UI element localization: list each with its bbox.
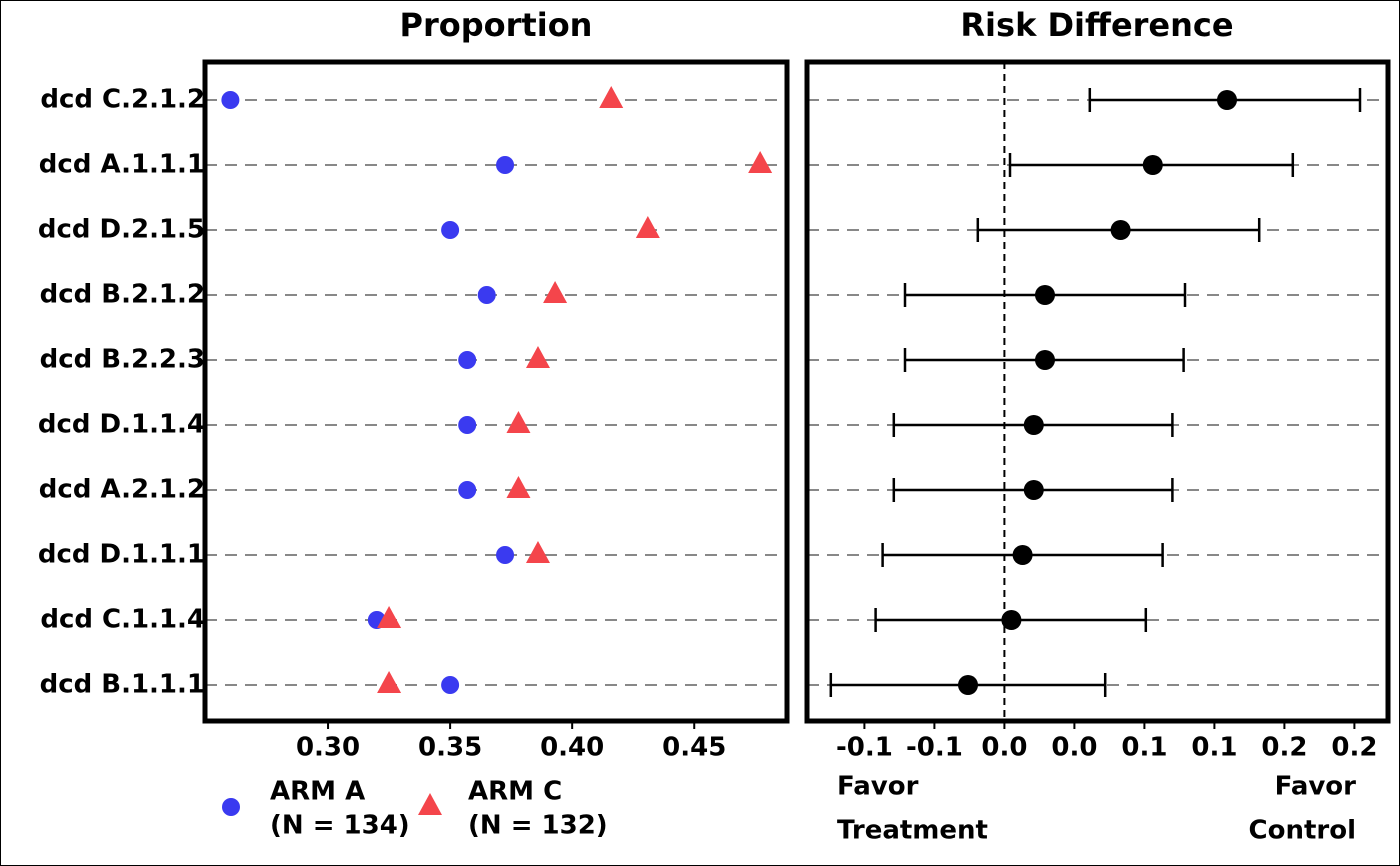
point-estimate (1142, 155, 1163, 175)
legend-label: (N = 132) (468, 811, 608, 841)
y-tick-label: dcd D.1.1.1 (38, 540, 205, 570)
y-tick-label: dcd C.1.1.4 (40, 605, 205, 635)
x-tick-label: 0.0 (981, 733, 1027, 763)
point-estimate (1035, 285, 1055, 305)
y-tick-label: dcd A.1.1.1 (39, 150, 205, 180)
x-tick-label: 0.2 (1331, 733, 1377, 763)
triangle-marker (525, 541, 550, 563)
triangle-marker (506, 411, 531, 433)
legend-marker (222, 798, 240, 816)
x-tick-label: 0.2 (1261, 733, 1307, 763)
point-estimate (1217, 90, 1237, 110)
panel-frame (804, 59, 1391, 724)
triangle-marker (377, 671, 402, 693)
y-tick-label: dcd D.2.1.5 (38, 215, 205, 245)
circle-marker (496, 546, 515, 564)
triangle-marker (525, 346, 550, 368)
y-tick-label: dcd D.1.1.4 (38, 410, 205, 440)
legend-marker (418, 793, 442, 815)
circle-marker (496, 156, 515, 174)
y-tick-label: dcd B.2.1.2 (40, 280, 205, 310)
point-estimate (958, 675, 978, 695)
circle-marker (458, 416, 477, 434)
annotation: Favor (837, 772, 919, 802)
point-estimate (1110, 220, 1131, 240)
x-tick-label: 0.1 (1121, 733, 1167, 763)
x-tick-label: -0.1 (836, 733, 893, 763)
annotation: Favor (1275, 772, 1357, 802)
circle-marker (221, 91, 240, 109)
triangle-marker (506, 476, 531, 498)
x-tick-label: 0.40 (540, 733, 604, 763)
x-tick-label: 0.1 (1191, 733, 1237, 763)
circle-marker (441, 221, 460, 239)
point-estimate (1012, 545, 1033, 565)
point-estimate (1001, 610, 1022, 630)
circle-marker (477, 286, 496, 304)
triangle-marker (748, 151, 773, 173)
point-estimate (1023, 480, 1044, 500)
y-tick-label: dcd B.2.2.3 (40, 345, 205, 375)
point-estimate (1035, 350, 1055, 370)
circle-marker (458, 481, 477, 499)
annotation: Treatment (837, 816, 988, 846)
right-title: Risk Difference (960, 6, 1233, 44)
legend-label: ARM A (270, 777, 365, 807)
legend-label: ARM C (468, 777, 562, 807)
triangle-marker (635, 216, 660, 238)
y-tick-label: dcd B.1.1.1 (40, 670, 205, 700)
point-estimate (1023, 415, 1044, 435)
circle-marker (441, 676, 460, 694)
x-tick-label: 0.45 (662, 733, 726, 763)
triangle-marker (543, 281, 568, 303)
left-title: Proportion (400, 6, 593, 44)
x-tick-label: 0.30 (296, 733, 360, 763)
annotation: Control (1249, 816, 1356, 846)
y-tick-label: dcd A.2.1.2 (39, 475, 205, 505)
x-tick-label: 0.0 (1051, 733, 1097, 763)
panel-frame (202, 59, 790, 724)
triangle-marker (377, 606, 402, 628)
x-tick-label: -0.1 (906, 733, 963, 763)
x-tick-label: 0.35 (418, 733, 482, 763)
triangle-marker (599, 86, 624, 108)
circle-marker (458, 351, 477, 369)
legend-label: (N = 134) (270, 811, 410, 841)
y-tick-label: dcd C.2.1.2 (40, 85, 205, 115)
